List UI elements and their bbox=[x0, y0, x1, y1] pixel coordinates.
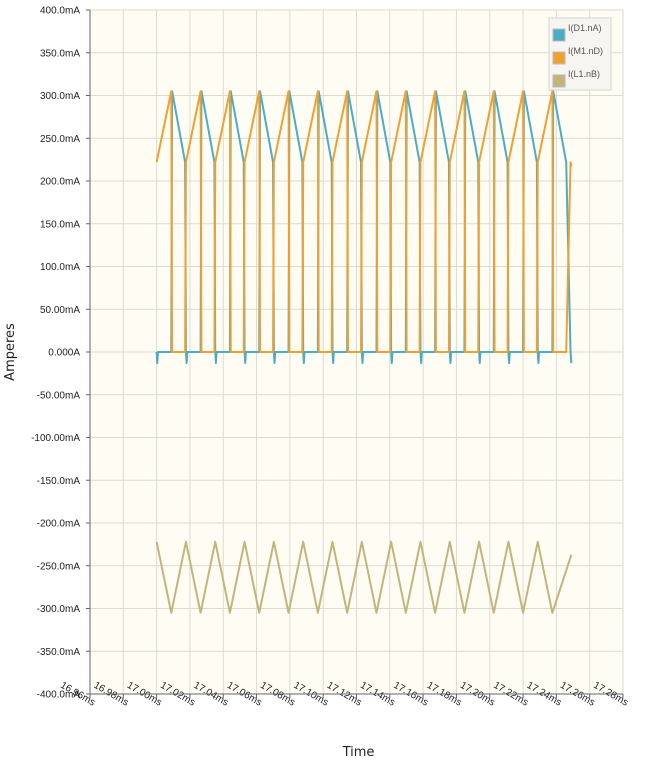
y-tick-label: -50.00mA bbox=[37, 390, 81, 401]
y-tick-label: 50.00mA bbox=[40, 305, 80, 316]
legend-label[interactable]: I(L1.nB) bbox=[568, 69, 600, 79]
legend[interactable]: I(D1.nA) I(M1.nD) I(L1.nB) bbox=[548, 17, 612, 91]
legend-label[interactable]: I(M1.nD) bbox=[568, 46, 603, 56]
axis-frame bbox=[89, 10, 623, 695]
series-layer bbox=[155, 90, 573, 614]
y-tick-label: -100.00mA bbox=[31, 433, 80, 444]
series-line-d1-na bbox=[155, 90, 573, 365]
y-tick-label: 250.0mA bbox=[40, 134, 80, 145]
legend-swatch[interactable] bbox=[552, 28, 566, 42]
y-tick-label: -150.0mA bbox=[37, 476, 81, 487]
legend-label[interactable]: I(D1.nA) bbox=[568, 23, 602, 33]
y-axis-title: Amperes bbox=[3, 323, 18, 381]
y-tick-label: 300.0mA bbox=[40, 91, 80, 102]
y-tick-label: 400.0mA bbox=[40, 6, 80, 17]
y-tick-label: 350.0mA bbox=[40, 48, 80, 59]
y-tick-label: -200.0mA bbox=[37, 519, 81, 530]
y-tick-label: 100.0mA bbox=[40, 262, 80, 273]
y-tick-label: -400.0mA bbox=[37, 690, 81, 701]
y-tick-label: -350.0mA bbox=[37, 647, 81, 658]
y-tick-label: 150.0mA bbox=[40, 219, 80, 230]
legend-swatch[interactable] bbox=[552, 51, 566, 65]
y-tick-label: 200.0mA bbox=[40, 177, 80, 188]
y-tick-label: -250.0mA bbox=[37, 561, 81, 572]
legend-swatch[interactable] bbox=[552, 74, 566, 88]
y-tick-label: 0.000A bbox=[48, 348, 80, 359]
series-line-l1-nb bbox=[155, 540, 573, 614]
x-axis-title: Time bbox=[342, 745, 375, 760]
y-tick-label: -300.0mA bbox=[37, 604, 81, 615]
series-line-m1-nd bbox=[155, 90, 573, 353]
y-axis-ticks: 400.0mA 350.0mA 300.0mA 250.0mA 200.0mA 150.0… bbox=[31, 6, 90, 701]
